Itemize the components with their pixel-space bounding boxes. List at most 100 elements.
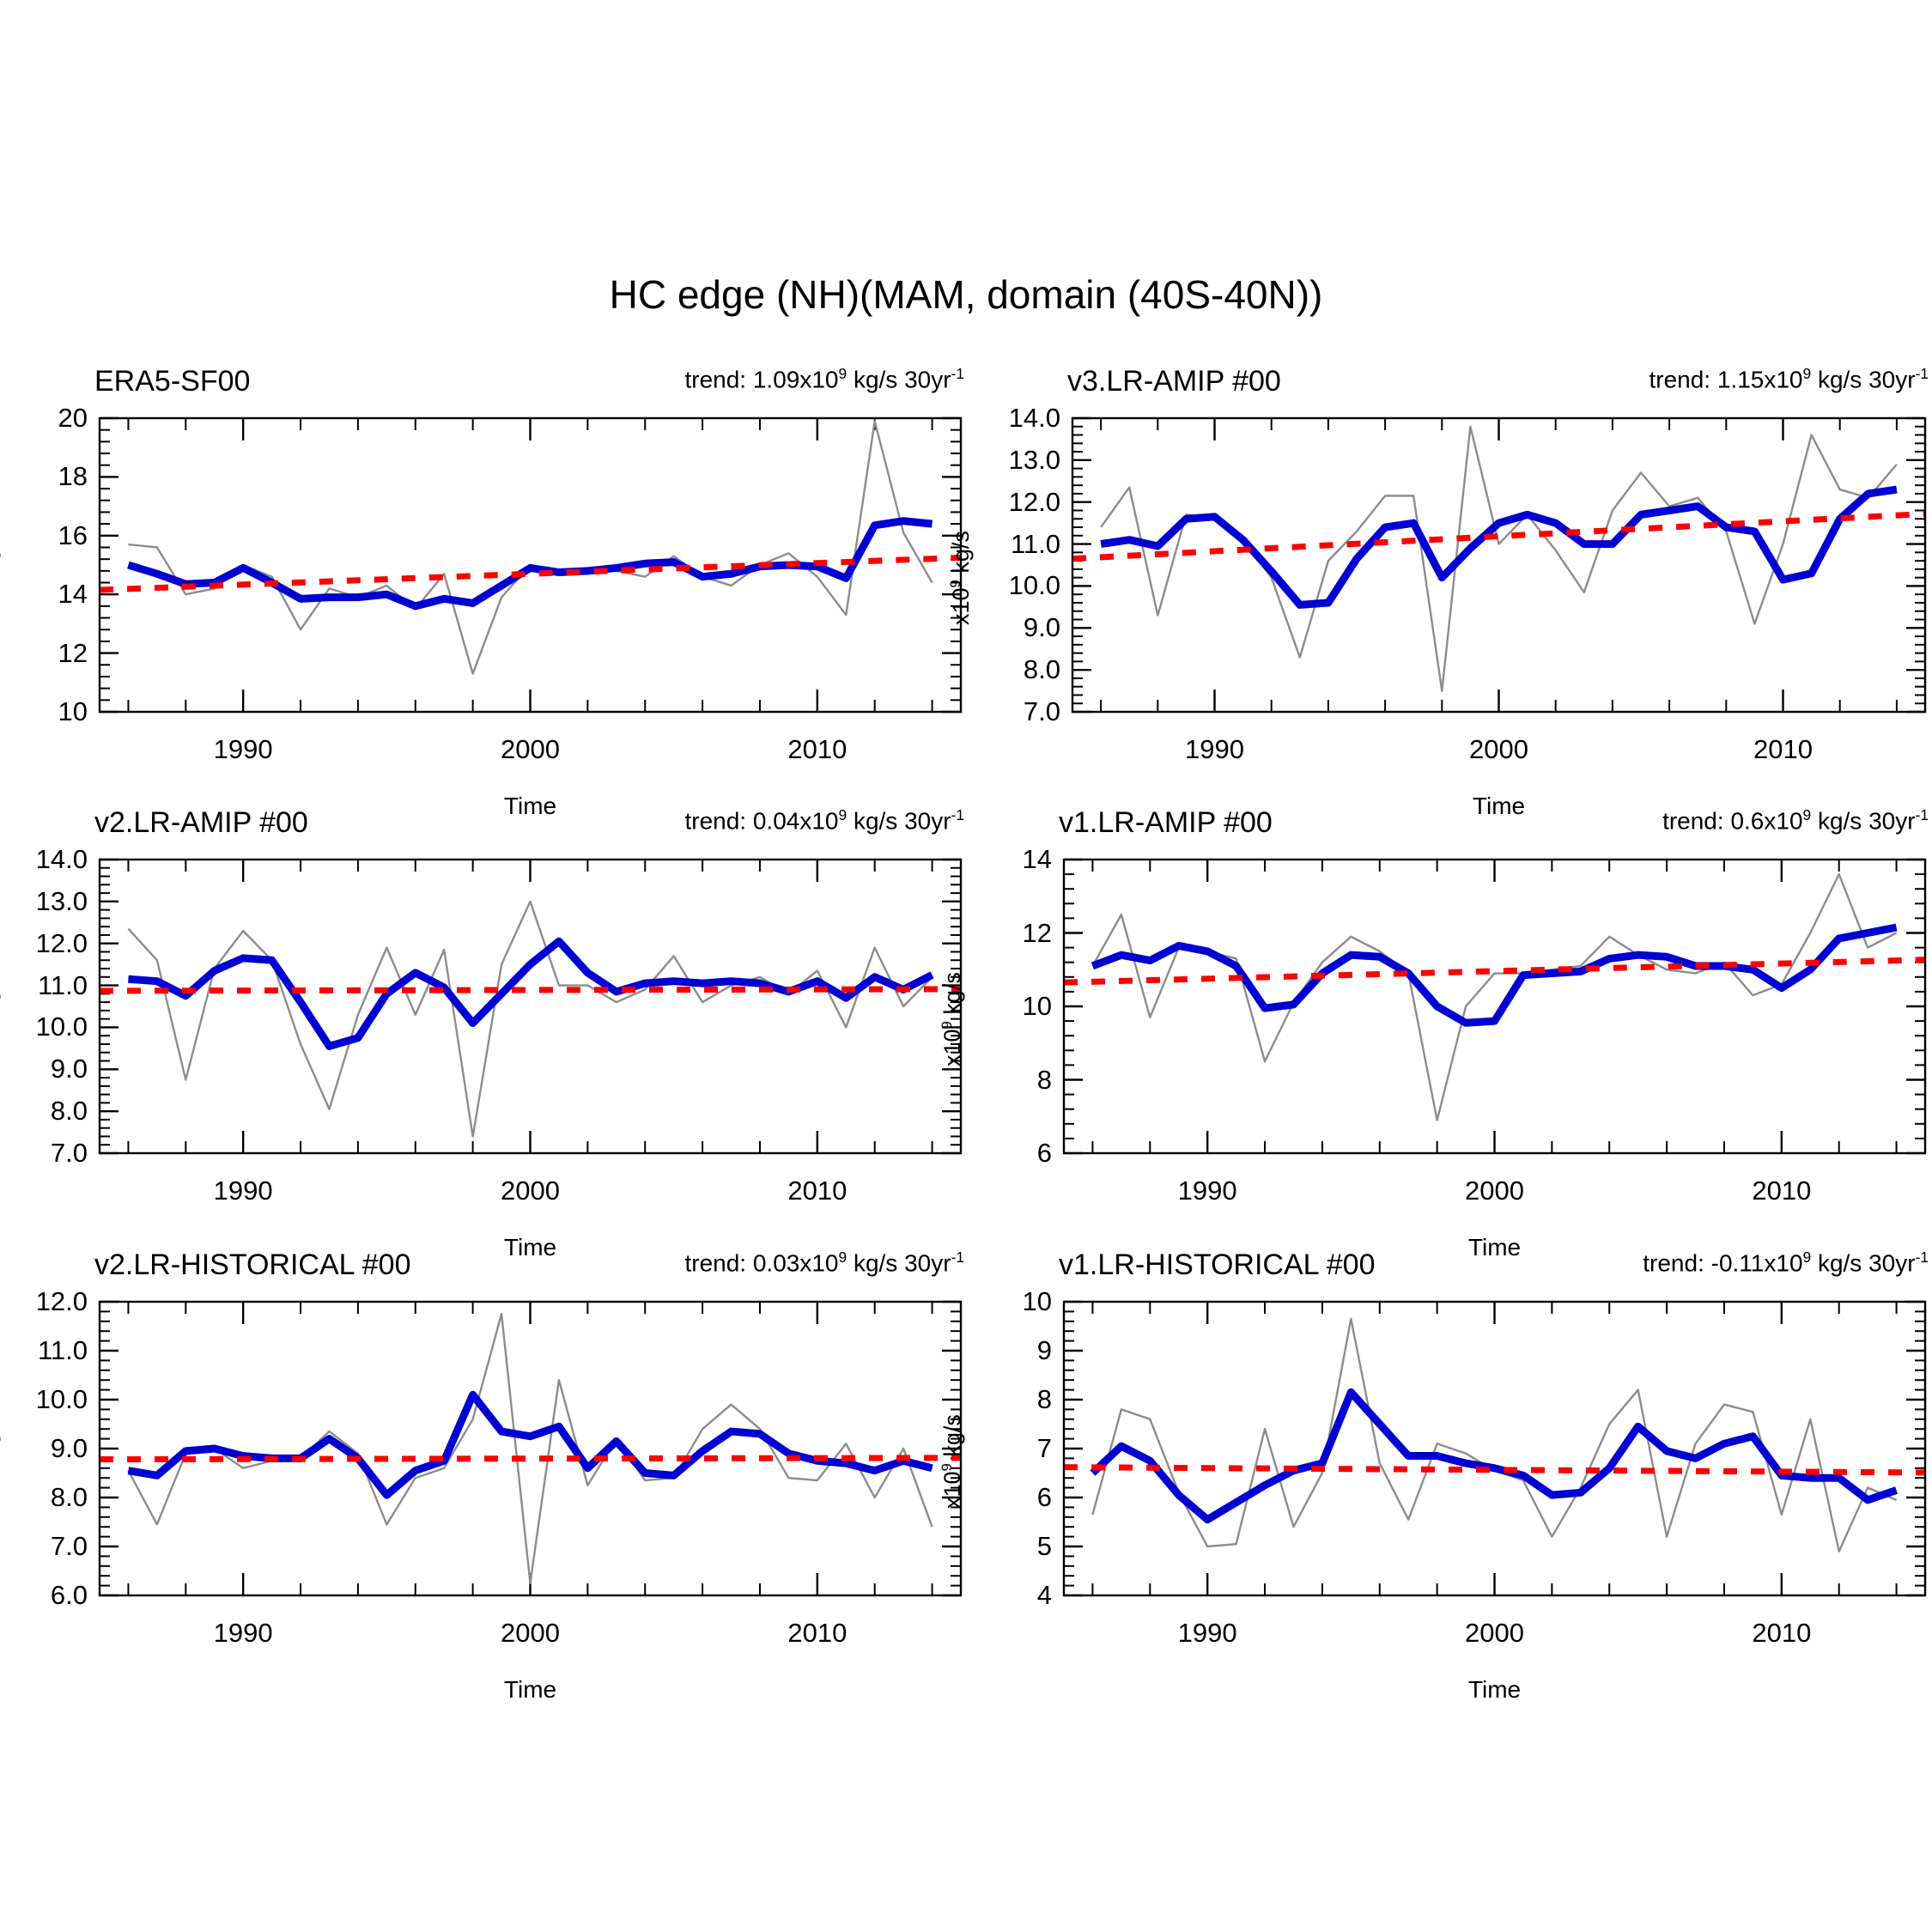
trend-annotation: trend: 1.15x109 kg/s 30yr-1: [1649, 365, 1929, 393]
y-tick-label: 10.0: [35, 1384, 88, 1414]
y-tick-label: 11.0: [37, 969, 88, 1000]
panel-title: v2.LR-AMIP #00: [94, 806, 308, 839]
plot-frame: [98, 416, 963, 714]
raw-series-line: [127, 900, 933, 1138]
trend-line: [100, 554, 960, 593]
panel-title: v3.LR-AMIP #00: [1067, 365, 1281, 398]
y-tick-label: 14.0: [1008, 403, 1060, 433]
trend-line: [1065, 957, 1924, 986]
x-axis-label: Time: [1472, 793, 1526, 819]
x-tick-label: 2000: [501, 1618, 560, 1648]
trend-line: [100, 986, 960, 994]
y-axis-label: x109 kg/s: [947, 531, 974, 625]
y-tick-label: 16: [58, 519, 88, 550]
y-tick-label: 8.0: [50, 1096, 88, 1127]
y-tick-label: 12.0: [35, 1286, 88, 1316]
plot-frame: [1062, 858, 1927, 1155]
x-tick-label: 1990: [213, 1176, 273, 1206]
x-axis-label: Time: [503, 1676, 557, 1703]
y-tick-label: 9.0: [1023, 612, 1060, 643]
y-tick-label: 13.0: [1008, 444, 1060, 475]
y-tick-label: 8: [1036, 1384, 1052, 1414]
x-tick-label: 2010: [1752, 1618, 1812, 1648]
figure-title: HC edge (NH)(MAM, domain (40S-40N)): [609, 272, 1323, 317]
smoothed-series-line: [128, 937, 934, 1050]
y-tick-label: 9.0: [50, 1433, 88, 1463]
x-tick-label: 2010: [787, 734, 848, 764]
raw-series-line: [128, 420, 933, 675]
smoothed-series-line: [127, 1390, 933, 1499]
y-tick-label: 12.0: [35, 927, 88, 958]
x-axis-label: Time: [503, 793, 557, 819]
y-tick-label: 14: [1022, 844, 1052, 874]
panel-title: v1.LR-AMIP #00: [1059, 806, 1273, 839]
trend-annotation: trend: 0.04x109 kg/s 30yr-1: [684, 806, 964, 835]
y-tick-label: 13.0: [35, 885, 88, 916]
y-tick-label: 18: [58, 461, 88, 492]
trend-annotation: trend: -0.11x109 kg/s 30yr-1: [1643, 1249, 1929, 1277]
x-tick-label: 2010: [787, 1176, 848, 1206]
y-tick-label: 10.0: [1008, 570, 1060, 601]
smoothed-series-line: [1090, 1388, 1899, 1524]
x-tick-label: 1990: [1185, 734, 1244, 764]
y-axis-label: x109 kg/s: [939, 1414, 965, 1509]
y-tick-label: 6.0: [50, 1580, 88, 1610]
y-tick-label: 7.0: [50, 1138, 88, 1168]
x-tick-label: 1990: [213, 1618, 273, 1648]
x-tick-label: 1990: [1177, 1176, 1237, 1206]
y-tick-label: 10.0: [35, 1012, 88, 1042]
x-tick-label: 2010: [1752, 1176, 1812, 1206]
y-tick-label: 7.0: [1023, 696, 1060, 726]
y-tick-label: 7.0: [50, 1531, 88, 1561]
x-tick-label: 2000: [1469, 734, 1528, 764]
raw-series-line: [127, 1313, 933, 1584]
y-tick-label: 14: [58, 579, 88, 610]
y-tick-label: 20: [58, 403, 88, 433]
trend-line: [1065, 1464, 1924, 1476]
raw-series-line: [1091, 872, 1898, 1121]
x-axis-label: Time: [1467, 1676, 1522, 1703]
y-tick-label: 8: [1036, 1064, 1052, 1095]
trend-line: [100, 1455, 960, 1463]
panel-title: v2.LR-HISTORICAL #00: [94, 1249, 411, 1281]
x-tick-label: 2000: [1465, 1176, 1524, 1206]
plot-frame: [1062, 1300, 1927, 1597]
y-tick-label: 10: [58, 696, 88, 726]
trend-annotation: trend: 0.6x109 kg/s 30yr-1: [1662, 806, 1929, 835]
x-tick-label: 1990: [1177, 1618, 1237, 1648]
x-tick-label: 2000: [501, 1176, 560, 1206]
x-tick-label: 1990: [213, 734, 273, 764]
y-tick-label: 6: [1036, 1138, 1052, 1168]
y-axis-label: x109 kg/s: [939, 972, 965, 1066]
x-tick-label: 2000: [501, 734, 560, 764]
trend-line: [1073, 510, 1924, 562]
y-axis-label: x109 kg/s: [0, 972, 2, 1066]
x-tick-label: 2000: [1465, 1618, 1524, 1648]
y-tick-label: 12: [1022, 917, 1052, 948]
y-tick-label: 4: [1036, 1580, 1052, 1610]
y-tick-label: 5: [1036, 1531, 1052, 1561]
y-axis-label: x109 kg/s: [0, 531, 2, 625]
x-tick-label: 2010: [787, 1618, 848, 1648]
panel-title: v1.LR-HISTORICAL #00: [1059, 1249, 1376, 1281]
x-tick-label: 2010: [1753, 734, 1813, 764]
y-axis-label: x109 kg/s: [0, 1414, 2, 1509]
x-axis-label: Time: [503, 1234, 557, 1261]
panel-title: ERA5-SF00: [94, 365, 251, 398]
y-tick-label: 6: [1036, 1482, 1052, 1512]
x-axis-label: Time: [1467, 1234, 1522, 1261]
plot-frame: [1071, 416, 1927, 714]
y-tick-label: 8.0: [50, 1482, 88, 1512]
y-tick-label: 9: [1036, 1335, 1052, 1365]
y-tick-label: 10: [1022, 1286, 1052, 1316]
y-tick-label: 10: [1022, 991, 1052, 1021]
y-tick-label: 9.0: [50, 1054, 88, 1084]
y-tick-label: 12: [58, 637, 88, 668]
smoothed-series-line: [1091, 923, 1898, 1027]
plot-frame: [98, 858, 963, 1155]
y-tick-label: 11.0: [1010, 528, 1060, 559]
smoothed-series-line: [127, 517, 933, 611]
y-tick-label: 11.0: [37, 1335, 88, 1365]
y-tick-label: 14.0: [35, 844, 88, 874]
